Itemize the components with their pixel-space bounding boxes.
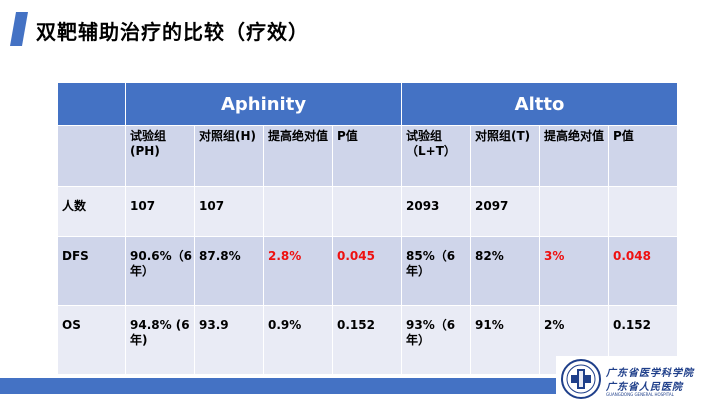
table-cell: 93%（6年） [401,305,471,375]
table-cell: 93.9 [194,305,264,375]
table-cell: 82% [470,236,540,306]
group-header-row: Aphinity Altto [57,82,678,126]
table-cell [608,186,678,237]
hospital-logo: 广东省医学科学院 广东省人民医院 GUANGDONG GENERAL HOSPI… [556,356,720,404]
row-label: DFS [57,236,126,306]
table-cell-highlight: 0.045 [332,236,402,306]
hospital-emblem-icon [561,359,601,399]
table-cell: 94.8% (6年) [125,305,195,375]
table-row: 人数 107 107 2093 2097 [57,186,678,237]
table-cell: 87.8% [194,236,264,306]
table-cell: 85%（6年） [401,236,471,306]
column-header: 试验组 (PH) [125,125,195,187]
table-cell [539,186,609,237]
column-header: 对照组(T) [470,125,540,187]
row-label: OS [57,305,126,375]
logo-name-line1: 广东省医学科学院 [606,368,694,379]
header-corner [57,82,126,126]
table-cell: 107 [125,186,195,237]
comparison-table: Aphinity Altto 试验组 (PH) 对照组(H) 提高绝对值 P值 … [57,82,678,375]
logo-name-line2: 广东省人民医院 [606,382,683,393]
column-header: 对照组(H) [194,125,264,187]
table-cell: 2097 [470,186,540,237]
table-cell-highlight: 3% [539,236,609,306]
row-label: 人数 [57,186,126,237]
table-cell: 90.6%（6年） [125,236,195,306]
table-cell: 0.152 [332,305,402,375]
column-header: 提高绝对值 [539,125,609,187]
table-cell: 107 [194,186,264,237]
table-cell-highlight: 0.048 [608,236,678,306]
table-row: OS 94.8% (6年) 93.9 0.9% 0.152 93%（6年） 91… [57,305,678,375]
column-header: P值 [332,125,402,187]
column-header: 提高绝对值 [263,125,333,187]
table-cell: 2093 [401,186,471,237]
footer-bar [0,378,720,394]
table-cell: 0.9% [263,305,333,375]
logo-name-en: GUANGDONG GENERAL HOSPITAL [606,392,674,397]
table-cell: 91% [470,305,540,375]
slide-title: 双靶辅助治疗的比较（疗效） [36,20,309,44]
table-cell [263,186,333,237]
table-cell [332,186,402,237]
column-header [57,125,126,187]
column-header: 试验组（L+T） [401,125,471,187]
title-accent-bar [10,12,28,46]
table-cell-highlight: 2.8% [263,236,333,306]
table-row: DFS 90.6%（6年） 87.8% 2.8% 0.045 85%（6年） 8… [57,236,678,306]
column-header-row: 试验组 (PH) 对照组(H) 提高绝对值 P值 试验组（L+T） 对照组(T)… [57,125,678,187]
group-altto: Altto [401,82,678,126]
group-aphinity: Aphinity [125,82,402,126]
column-header: P值 [608,125,678,187]
